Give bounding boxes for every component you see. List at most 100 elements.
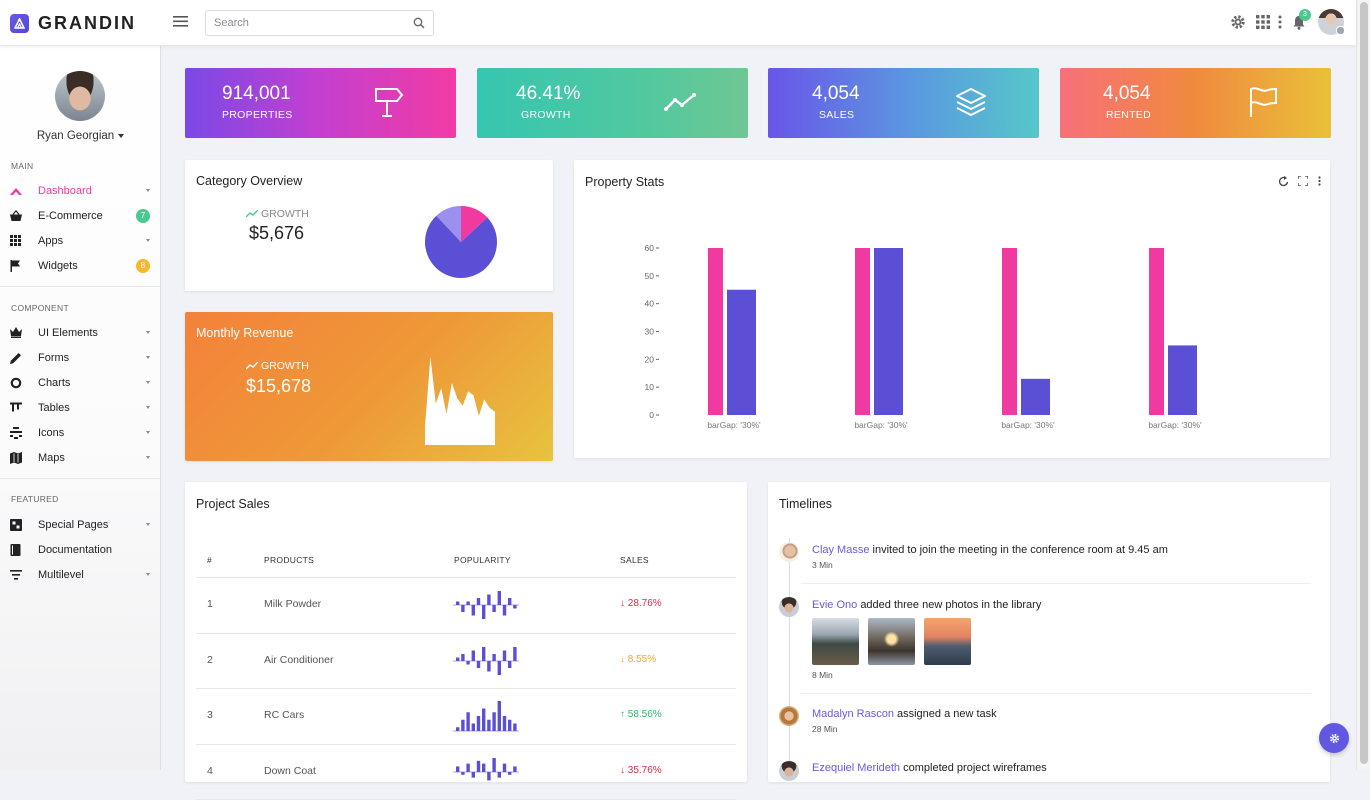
table-divider — [196, 688, 736, 689]
section-title-featured: FEATURED — [11, 494, 59, 504]
avatar[interactable] — [779, 761, 799, 781]
sparkline-bar — [487, 771, 491, 780]
stat-value: 4,054 — [1103, 83, 1151, 104]
stat-label: RENTED — [1106, 109, 1151, 121]
pie-slice — [436, 206, 461, 242]
refresh-icon[interactable] — [1278, 175, 1289, 187]
sales-value: ↓ 28.76% — [620, 598, 662, 609]
sidebar-item-ui-elements[interactable]: UI Elements — [0, 323, 160, 343]
book-icon — [10, 544, 22, 556]
sparkline-bar — [476, 760, 481, 772]
more-vertical-icon[interactable] — [1318, 176, 1321, 186]
grid-icon — [10, 235, 22, 247]
bar — [708, 248, 723, 415]
chevron-down-icon — [146, 573, 150, 576]
sidebar-item-tables[interactable]: Tables — [0, 398, 160, 418]
photo-thumbnail[interactable] — [812, 618, 859, 665]
chevron-down-icon — [146, 189, 150, 192]
stat-card-properties[interactable]: 914,001 PROPERTIES — [185, 68, 456, 138]
profile-avatar[interactable] — [55, 71, 105, 121]
sidebar-item-forms[interactable]: Forms — [0, 348, 160, 368]
column-header-number: # — [207, 555, 213, 565]
stat-label: PROPERTIES — [222, 109, 293, 121]
section-title-component: COMPONENT — [11, 303, 69, 313]
sidebar-item-multilevel[interactable]: Multilevel — [0, 565, 160, 585]
sparkline-bar — [502, 716, 507, 731]
pie-slice — [461, 206, 488, 242]
sparkline-bar — [508, 771, 512, 775]
stat-card-rented[interactable]: 4,054 RENTED — [1060, 68, 1331, 138]
brand-logo[interactable]: GRANDIN — [10, 13, 136, 34]
menu-toggle-icon[interactable] — [173, 15, 188, 28]
sidebar-item-charts[interactable]: Charts — [0, 373, 160, 393]
icons-icon — [10, 427, 22, 439]
timeline-time: 28 Min — [812, 724, 838, 734]
scrollbar-thumb[interactable] — [1360, 2, 1368, 764]
column-header-products: PRODUCTS — [264, 555, 315, 565]
bar — [1168, 345, 1197, 415]
pie-slice — [425, 215, 497, 278]
timeline-divider — [801, 693, 1311, 694]
avatar[interactable] — [779, 706, 799, 726]
timeline-user-link[interactable]: Ezequiel Merideth — [812, 762, 901, 774]
apps-grid-icon[interactable] — [1256, 15, 1270, 29]
timeline-user-link[interactable]: Madalyn Rascon — [812, 708, 894, 720]
row-number: 3 — [207, 709, 213, 721]
sidebar-item-dashboard[interactable]: Dashboard — [0, 181, 160, 201]
pages-icon — [10, 519, 22, 531]
x-tick-label: barGap: '30%' — [1001, 420, 1055, 430]
sidebar-item-documentation[interactable]: Documentation — [0, 540, 160, 560]
stat-card-growth[interactable]: 46.41% GROWTH — [477, 68, 748, 138]
sparkline-bar — [497, 591, 501, 605]
page-scrollbar[interactable] — [1356, 0, 1370, 770]
chevron-down-icon — [146, 456, 150, 459]
avatar[interactable] — [779, 597, 799, 617]
gear-icon[interactable] — [1230, 14, 1246, 30]
sparkline-bar — [456, 765, 460, 772]
sparkline-bar — [497, 660, 501, 675]
photo-thumbnail[interactable] — [868, 618, 915, 665]
sparkline-bar — [461, 605, 465, 612]
user-avatar[interactable] — [1318, 9, 1345, 35]
bar — [1149, 248, 1164, 415]
settings-fab-button[interactable] — [1319, 723, 1349, 753]
top-bar: GRANDIN 3 — [0, 0, 1356, 46]
photo-thumbnail[interactable] — [924, 618, 971, 665]
profile-name[interactable]: Ryan Georgian — [0, 130, 161, 142]
growth-value: $15,678 — [246, 376, 312, 396]
top-bar-actions: 3 — [1220, 8, 1345, 35]
sidebar-item-maps[interactable]: Maps — [0, 448, 160, 468]
sparkline-bar — [502, 605, 507, 616]
stat-card-sales[interactable]: 4,054 SALES — [768, 68, 1039, 138]
search-input[interactable] — [214, 11, 404, 35]
sparkline-bar — [508, 598, 512, 605]
sidebar-item-apps[interactable]: Apps — [0, 231, 160, 251]
timeline-user-link[interactable]: Clay Masse — [812, 544, 870, 556]
sparkline-bar — [471, 650, 475, 661]
trend-line-icon — [664, 92, 696, 112]
card-title: Category Overview — [196, 174, 303, 188]
sidebar-item-widgets[interactable]: Widgets 8 — [0, 256, 160, 276]
growth-value: $5,676 — [249, 223, 305, 243]
avatar[interactable] — [779, 542, 799, 562]
search-icon[interactable] — [413, 17, 425, 29]
sidebar-item-icons[interactable]: Icons — [0, 423, 160, 443]
bell-icon[interactable]: 3 — [1292, 8, 1311, 30]
trend-up-icon — [246, 210, 261, 218]
sparkline-bar — [513, 723, 517, 731]
sidebar-item-special-pages[interactable]: Special Pages — [0, 515, 160, 535]
x-tick-label: barGap: '30%' — [854, 420, 908, 430]
sidebar-item-ecommerce[interactable]: E-Commerce 7 — [0, 206, 160, 226]
sidebar: Ryan Georgian MAIN Dashboard E-Commerce … — [0, 46, 161, 770]
widgets-count-badge: 8 — [136, 259, 150, 273]
stat-label: SALES — [819, 109, 855, 121]
more-vertical-icon[interactable] — [1278, 15, 1282, 29]
fullscreen-icon[interactable] — [1298, 176, 1308, 186]
y-tick-label: 0 — [649, 410, 654, 420]
sparkline-bar — [513, 605, 517, 609]
layers-icon — [955, 86, 987, 118]
sparkline-bar — [492, 757, 496, 772]
sparkline-bar — [456, 657, 460, 661]
timeline-user-link[interactable]: Evie Ono — [812, 599, 858, 611]
bar — [874, 248, 903, 415]
